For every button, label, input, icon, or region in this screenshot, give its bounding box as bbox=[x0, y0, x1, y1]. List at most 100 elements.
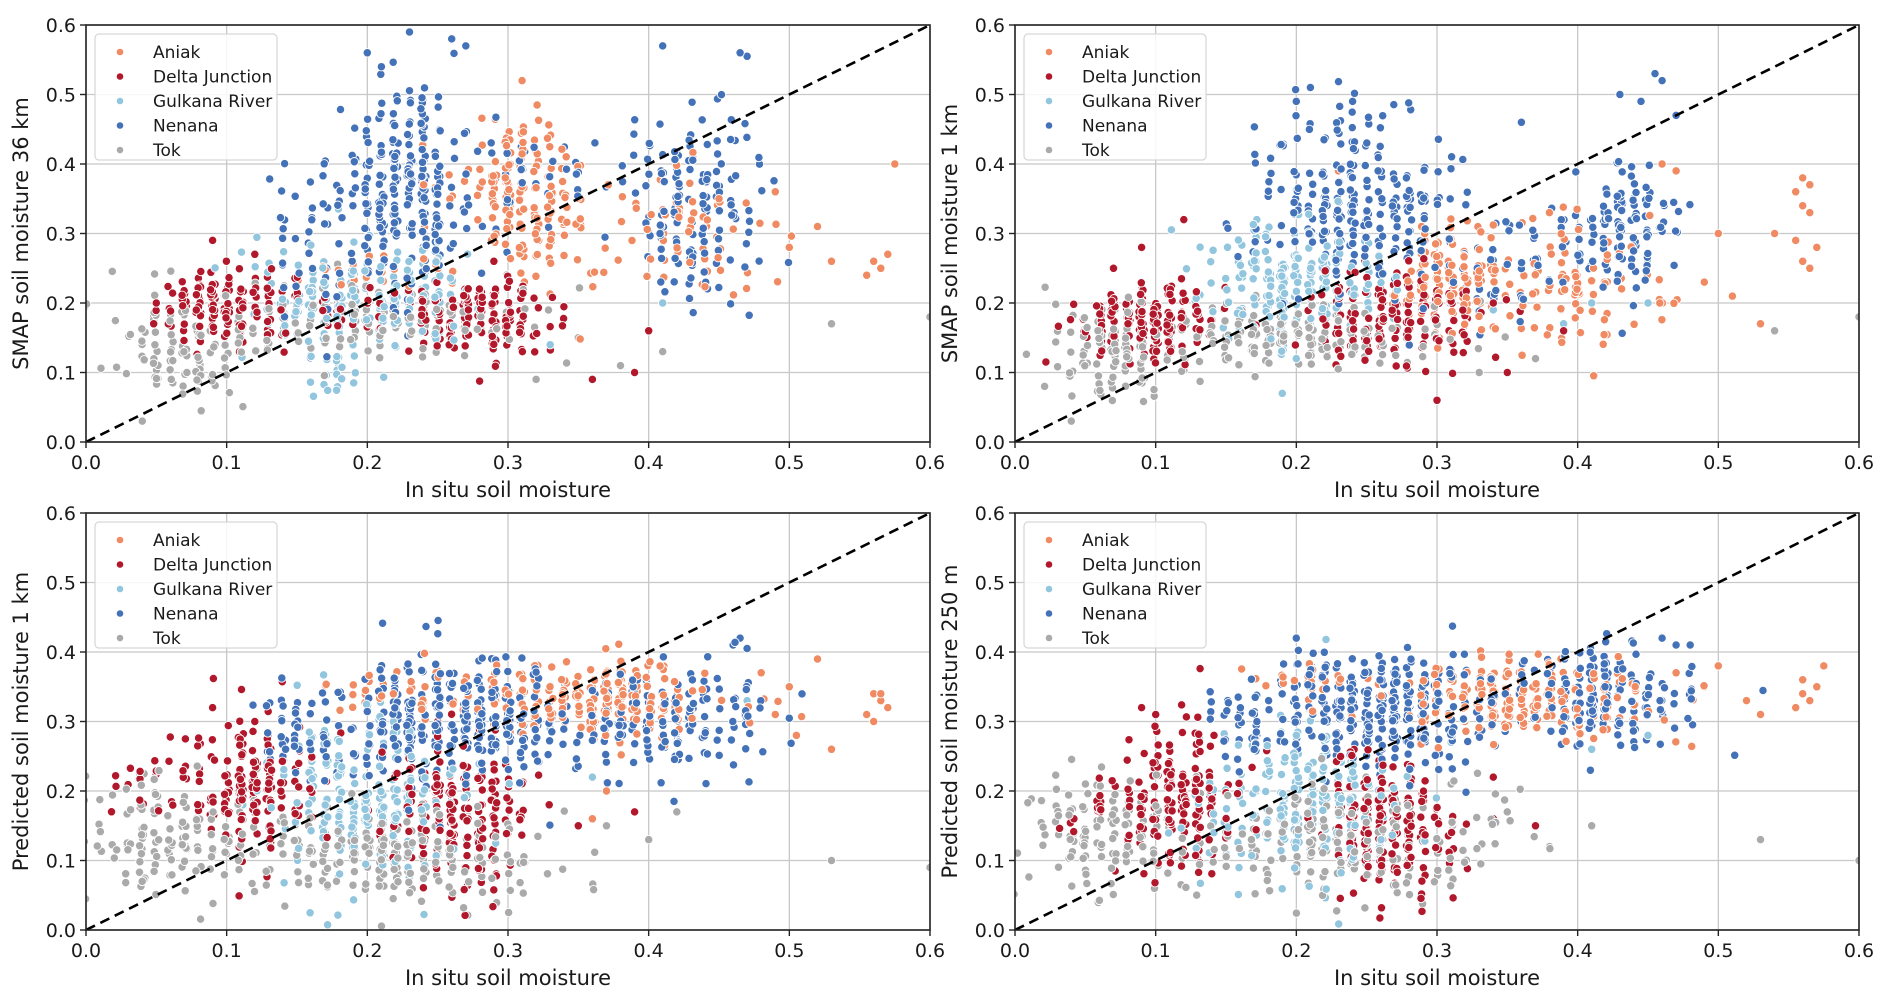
data-point-tok bbox=[135, 857, 145, 867]
data-point-aniak bbox=[561, 657, 572, 667]
data-point-tok bbox=[319, 370, 330, 381]
data-point-delta-junction bbox=[1318, 314, 1328, 324]
data-point-nenana bbox=[404, 86, 415, 96]
data-point-delta-junction bbox=[445, 799, 455, 809]
data-point-nenana bbox=[725, 134, 736, 145]
data-point-delta-junction bbox=[418, 848, 429, 859]
legend-marker-nenana bbox=[116, 121, 124, 130]
data-point-nenana bbox=[1406, 215, 1417, 225]
data-point-delta-junction bbox=[1449, 315, 1459, 326]
y-axis-label: SMAP soil moisture 36 km bbox=[9, 97, 33, 370]
data-point-delta-junction bbox=[473, 773, 483, 784]
data-point-tok bbox=[1769, 326, 1780, 336]
data-point-aniak bbox=[685, 178, 695, 188]
data-point-gulkana-river bbox=[292, 680, 302, 690]
data-point-nenana bbox=[375, 665, 385, 675]
data-point-aniak bbox=[1446, 214, 1456, 224]
data-point-nenana bbox=[686, 273, 696, 283]
data-point-aniak bbox=[770, 187, 780, 197]
data-point-nenana bbox=[1644, 160, 1654, 170]
data-point-aniak bbox=[786, 231, 797, 241]
data-point-delta-junction bbox=[1419, 290, 1429, 300]
data-point-tok bbox=[249, 886, 260, 897]
data-point-tok bbox=[1249, 310, 1259, 321]
data-point-tok bbox=[1067, 391, 1077, 401]
data-point-delta-junction bbox=[1148, 326, 1159, 337]
data-point-aniak bbox=[771, 219, 781, 229]
data-point-delta-junction bbox=[502, 793, 512, 803]
data-point-delta-junction bbox=[1348, 324, 1359, 334]
data-point-nenana bbox=[461, 771, 472, 781]
data-point-aniak bbox=[1669, 298, 1679, 308]
data-point-gulkana-river bbox=[334, 736, 344, 747]
data-point-nenana bbox=[278, 224, 288, 234]
data-point-nenana bbox=[673, 191, 683, 202]
data-point-delta-junction bbox=[518, 288, 528, 298]
legend-marker-aniak bbox=[116, 48, 124, 56]
data-point-nenana bbox=[362, 706, 372, 717]
data-point-tok bbox=[264, 304, 274, 314]
data-point-aniak bbox=[791, 730, 802, 741]
data-point-delta-junction bbox=[1106, 296, 1117, 306]
data-point-tok bbox=[473, 818, 483, 829]
data-point-tok bbox=[1264, 358, 1274, 368]
data-point-tok bbox=[1108, 324, 1119, 334]
data-point-nenana bbox=[741, 684, 751, 695]
data-point-tok bbox=[308, 859, 318, 869]
data-point-delta-junction bbox=[250, 249, 260, 259]
data-point-nenana bbox=[388, 184, 399, 194]
data-point-gulkana-river bbox=[379, 802, 389, 812]
data-point-nenana bbox=[1433, 134, 1444, 144]
data-point-delta-junction bbox=[208, 673, 219, 684]
data-point-nenana bbox=[1347, 122, 1357, 133]
data-point-tok bbox=[293, 877, 304, 888]
data-point-tok bbox=[333, 841, 343, 851]
data-point-delta-junction bbox=[644, 326, 654, 336]
data-point-gulkana-river bbox=[266, 803, 276, 813]
data-point-nenana bbox=[1628, 300, 1639, 311]
data-point-delta-junction bbox=[529, 293, 539, 303]
data-point-gulkana-river bbox=[1277, 271, 1287, 281]
data-point-nenana bbox=[627, 675, 638, 685]
data-point-delta-junction bbox=[504, 276, 515, 286]
data-point-tok bbox=[434, 810, 445, 820]
data-point-nenana bbox=[487, 148, 497, 158]
data-point-nenana bbox=[1628, 195, 1638, 205]
data-point-nenana bbox=[348, 201, 358, 211]
data-point-nenana bbox=[1571, 167, 1581, 177]
data-point-aniak bbox=[448, 699, 458, 709]
data-point-nenana bbox=[365, 721, 375, 731]
data-point-gulkana-river bbox=[350, 778, 360, 789]
data-point-nenana bbox=[1404, 340, 1414, 350]
data-point-tok bbox=[1223, 353, 1234, 363]
data-point-nenana bbox=[390, 120, 400, 131]
data-point-delta-junction bbox=[418, 883, 429, 893]
data-point-aniak bbox=[686, 215, 697, 225]
data-point-delta-junction bbox=[164, 756, 174, 766]
data-point-tok bbox=[224, 387, 235, 398]
data-point-nenana bbox=[714, 225, 725, 235]
data-point-gulkana-river bbox=[1322, 241, 1332, 251]
data-point-delta-junction bbox=[318, 305, 328, 316]
data-point-nenana bbox=[614, 720, 624, 730]
data-point-nenana bbox=[658, 717, 668, 727]
data-point-delta-junction bbox=[1502, 367, 1512, 378]
data-point-nenana bbox=[434, 710, 445, 720]
data-point-nenana bbox=[433, 629, 443, 639]
data-point-tok bbox=[473, 801, 483, 812]
data-point-delta-junction bbox=[478, 834, 488, 844]
data-point-nenana bbox=[1573, 250, 1583, 260]
data-point-tok bbox=[1149, 384, 1159, 395]
data-point-aniak bbox=[501, 140, 512, 151]
data-point-nenana bbox=[350, 123, 360, 133]
data-point-delta-junction bbox=[179, 319, 189, 329]
data-point-gulkana-river bbox=[291, 307, 301, 317]
data-point-tok bbox=[1234, 360, 1244, 370]
data-point-nenana bbox=[305, 177, 316, 187]
data-point-delta-junction bbox=[544, 800, 554, 810]
data-point-gulkana-river bbox=[308, 391, 319, 401]
data-point-nenana bbox=[671, 698, 681, 708]
legend-frame bbox=[94, 33, 278, 161]
data-point-gulkana-river bbox=[1306, 313, 1316, 324]
data-point-delta-junction bbox=[1403, 307, 1413, 318]
